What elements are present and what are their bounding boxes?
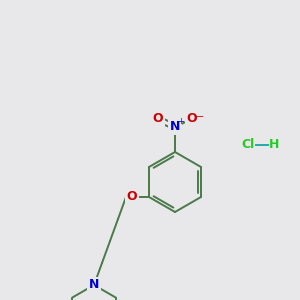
- Text: O: O: [187, 112, 197, 125]
- Text: +: +: [178, 116, 184, 125]
- Text: −: −: [196, 112, 204, 122]
- Text: N: N: [170, 121, 180, 134]
- Text: O: O: [153, 112, 163, 125]
- Text: O: O: [127, 190, 137, 203]
- Text: Cl: Cl: [242, 139, 255, 152]
- Text: N: N: [89, 278, 99, 292]
- Text: H: H: [269, 139, 279, 152]
